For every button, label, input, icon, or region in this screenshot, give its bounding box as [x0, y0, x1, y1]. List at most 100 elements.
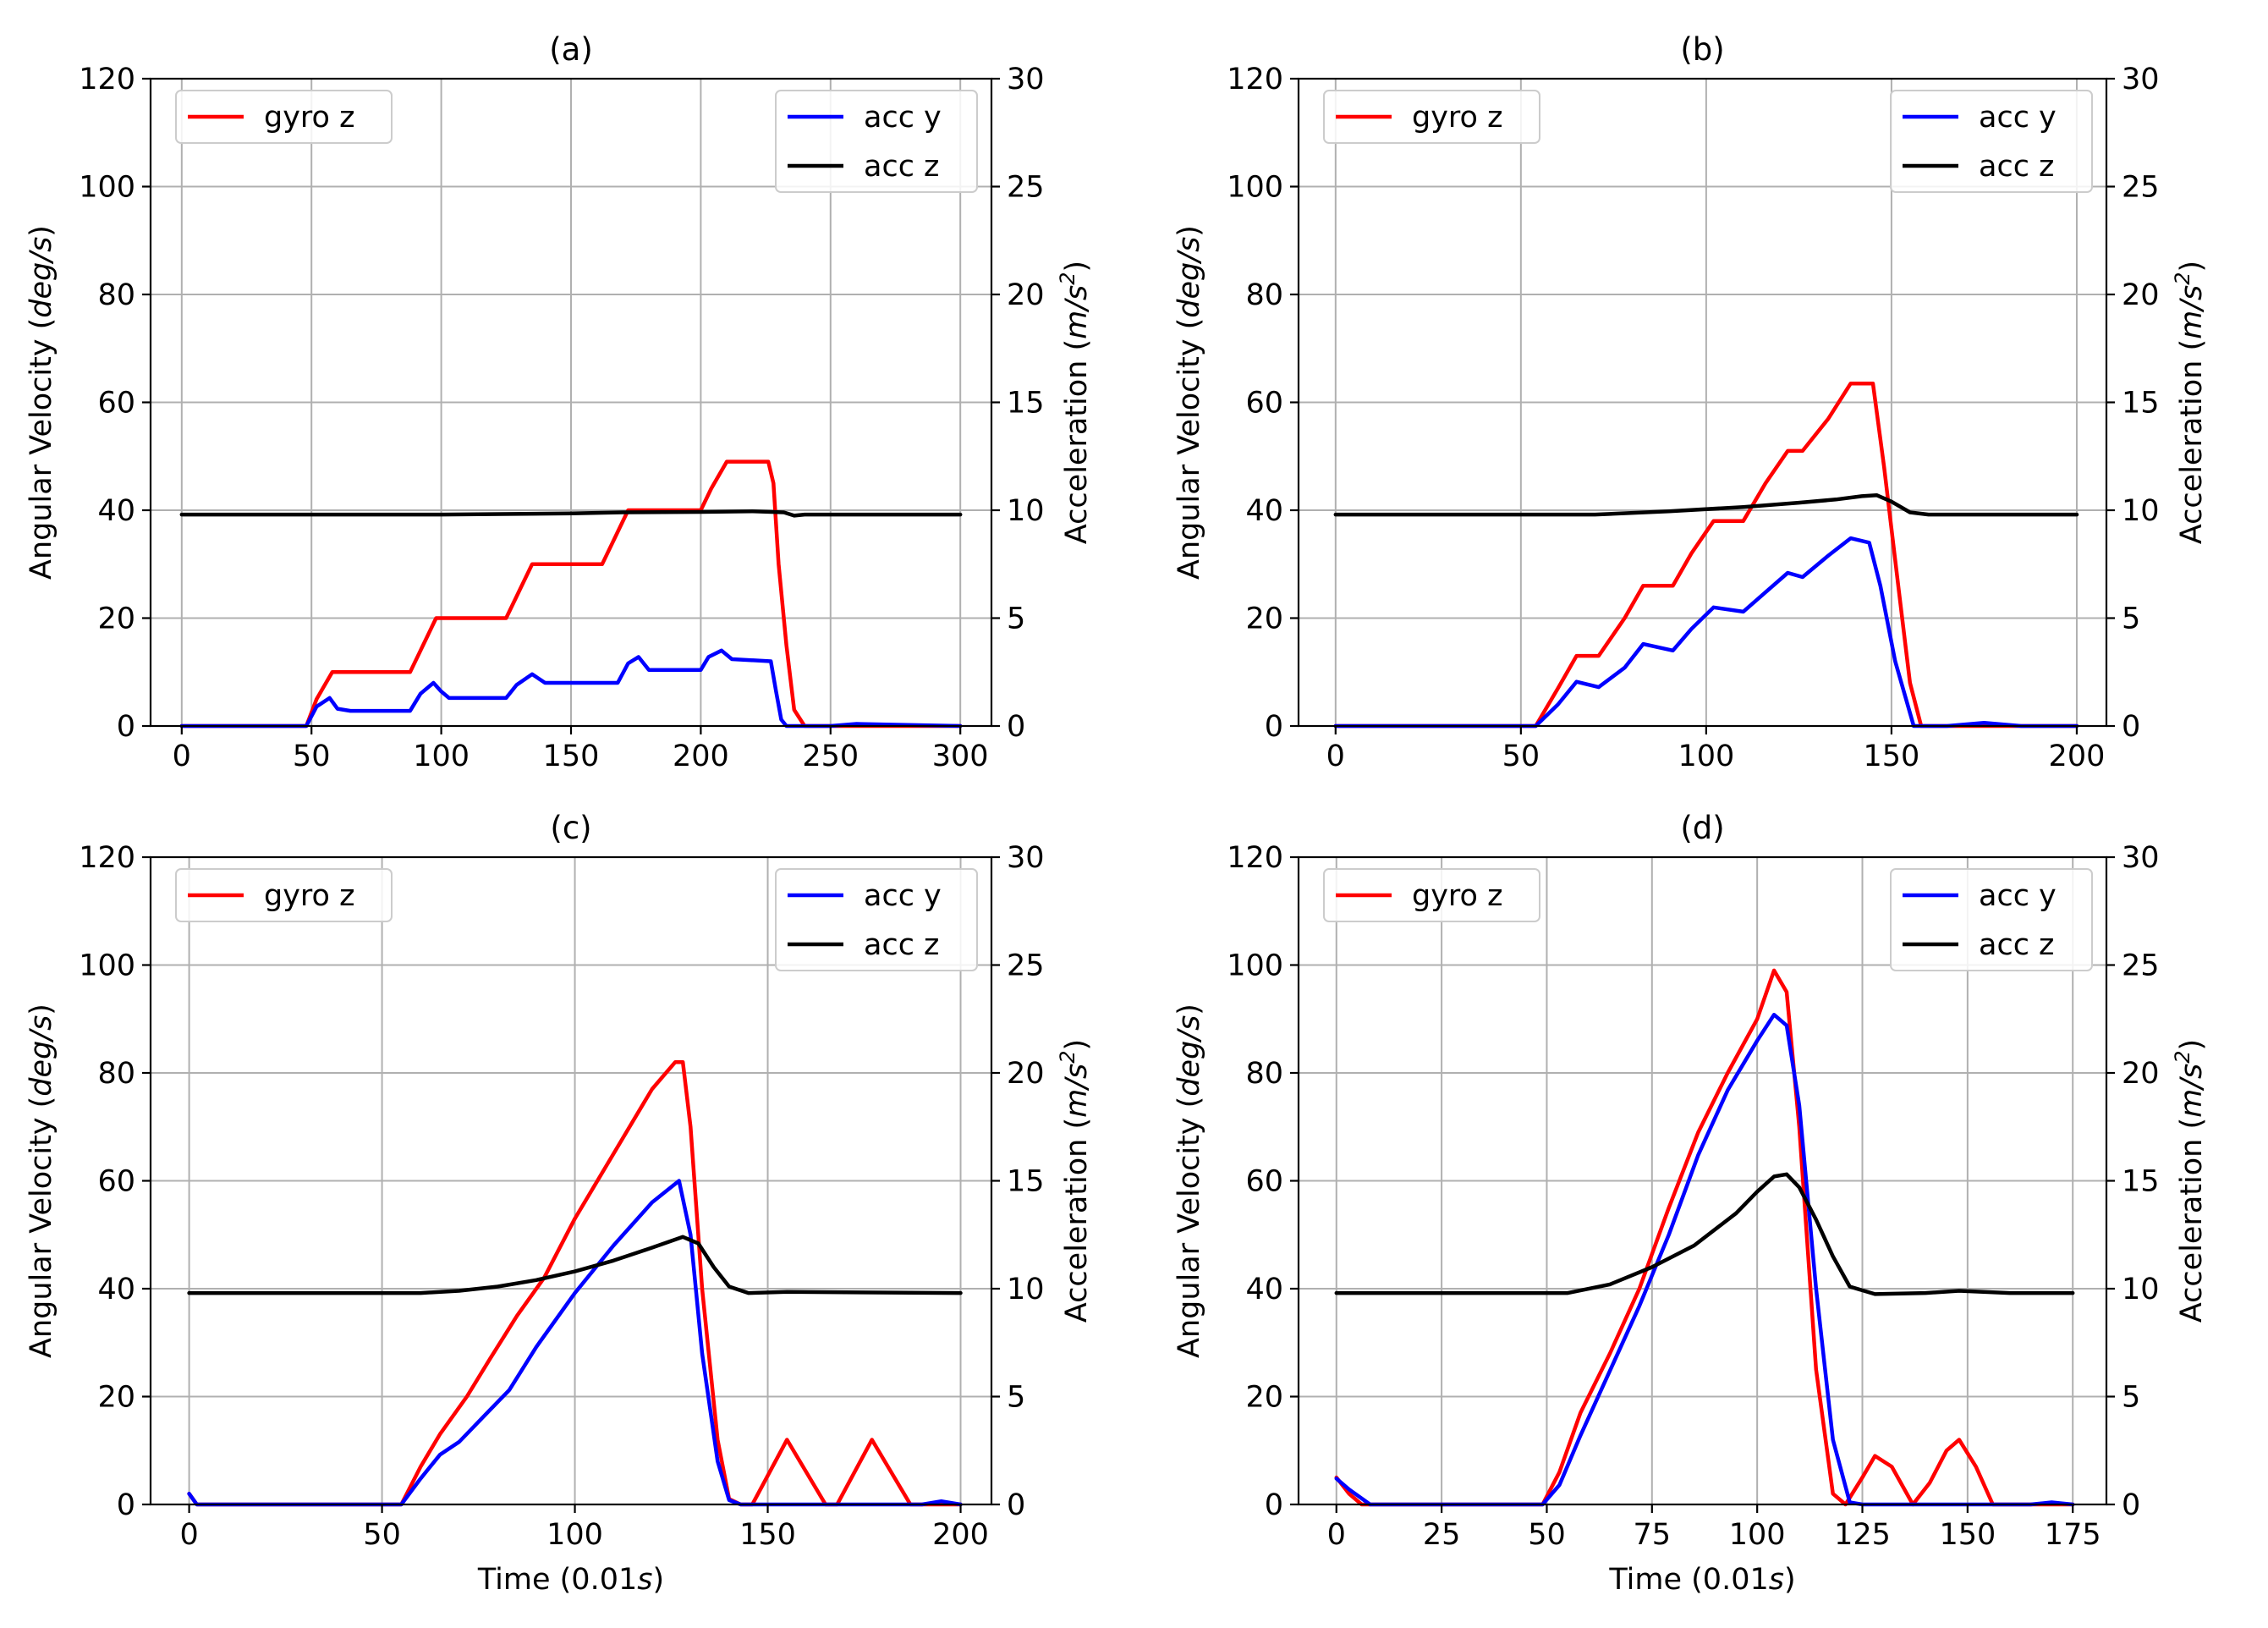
legend-label-acc-z: acc z: [1979, 928, 2054, 962]
x-tick-label: 100: [1678, 740, 1734, 773]
series-group: [179, 459, 963, 729]
x-tick-label: 0: [1327, 1518, 1346, 1552]
y-right-axis-label: Acceleration (m/s2): [2171, 261, 2209, 544]
legend-right: acc y acc z: [775, 90, 978, 193]
x-tick-label: 0: [179, 1518, 198, 1552]
legend-left: gyro z: [175, 90, 393, 144]
y-right-tick-label: 30: [1007, 841, 1045, 875]
y-right-tick-label: 20: [2122, 278, 2160, 312]
y-left-tick-label: 20: [97, 1381, 135, 1415]
y-right-tick-label: 10: [2122, 1273, 2160, 1306]
y-left-tick-label: 100: [79, 949, 135, 983]
x-tick-label: 125: [1834, 1518, 1891, 1552]
legend-label-acc-z: acc z: [864, 928, 939, 962]
y-right-tick-label: 10: [1007, 494, 1045, 528]
y-right-tick-label: 5: [1007, 1381, 1025, 1415]
legend-box: [175, 90, 393, 144]
y-right-tick-label: 15: [2122, 387, 2160, 421]
series-line-gyro-z: [1334, 968, 2075, 1507]
y-right-axis-label: Acceleration (m/s2): [1056, 1039, 1094, 1323]
y-right-tick-label: 20: [1007, 278, 1045, 312]
y-right-tick-label: 20: [1007, 1057, 1045, 1091]
y-right-tick-label: 15: [1007, 387, 1045, 421]
y-left-tick-label: 80: [1245, 278, 1283, 312]
legend-right: acc y acc z: [775, 868, 978, 971]
y-left-tick-label: 120: [79, 63, 135, 96]
x-tick-label: 150: [1939, 1518, 1996, 1552]
y-right-tick-label: 0: [2122, 1488, 2140, 1522]
y-right-tick-label: 0: [2122, 710, 2140, 744]
x-tick-label: 0: [173, 740, 191, 773]
y-right-tick-label: 10: [2122, 494, 2160, 528]
y-left-tick-label: 100: [79, 171, 135, 205]
x-tick-label: 200: [2049, 740, 2106, 773]
x-tick-label: 50: [293, 740, 331, 773]
series-line-acc-z: [1334, 1172, 2075, 1296]
subplot-title: (b): [1680, 31, 1724, 68]
y-right-tick-label: 5: [2122, 602, 2140, 636]
legend-label-gyro-z: gyro z: [264, 101, 354, 135]
y-left-tick-label: 0: [1265, 1488, 1283, 1522]
y-left-axis-label: Angular Velocity (deg/s): [1172, 225, 1206, 580]
legend-label-acc-y: acc y: [864, 101, 942, 135]
y-left-tick-label: 0: [117, 1488, 135, 1522]
y-right-tick-label: 25: [1007, 171, 1045, 205]
y-left-axis-label: Angular Velocity (deg/s): [25, 1004, 58, 1358]
series-group: [187, 1060, 963, 1507]
legend-label-acc-y: acc y: [1979, 879, 2057, 913]
legend-label-acc-z: acc z: [864, 150, 939, 184]
x-tick-label: 50: [1502, 740, 1540, 773]
legend-label-gyro-z: gyro z: [1412, 101, 1502, 135]
series-line-gyro-z: [1333, 381, 2079, 729]
y-left-tick-label: 0: [117, 710, 135, 744]
y-left-tick-label: 120: [79, 841, 135, 875]
y-left-tick-label: 60: [97, 387, 135, 421]
x-tick-label: 200: [673, 740, 729, 773]
y-left-tick-label: 20: [1245, 1381, 1283, 1415]
y-right-tick-label: 0: [1007, 1488, 1025, 1522]
legend-left: gyro z: [1323, 90, 1540, 144]
y-left-tick-label: 100: [1227, 949, 1283, 983]
x-tick-label: 25: [1423, 1518, 1461, 1552]
x-tick-label: 50: [1528, 1518, 1566, 1552]
y-left-tick-label: 60: [1245, 387, 1283, 421]
x-tick-label: 100: [546, 1518, 603, 1552]
y-right-tick-label: 15: [2122, 1165, 2160, 1199]
y-right-axis-label: Acceleration (m/s2): [1056, 261, 1094, 544]
y-left-tick-label: 120: [1227, 841, 1283, 875]
legend-label-acc-y: acc y: [864, 879, 942, 913]
y-left-tick-label: 100: [1227, 171, 1283, 205]
x-tick-label: 250: [802, 740, 859, 773]
x-tick-label: 300: [932, 740, 989, 773]
series-group: [1334, 968, 2075, 1507]
series-line-acc-z: [1333, 492, 2079, 517]
y-left-axis-label: Angular Velocity (deg/s): [1172, 1004, 1206, 1358]
y-right-tick-label: 30: [2122, 63, 2160, 96]
x-tick-label: 175: [2045, 1518, 2101, 1552]
legend-box: [1323, 90, 1540, 144]
x-tick-label: 100: [413, 740, 470, 773]
y-left-tick-label: 80: [1245, 1057, 1283, 1091]
y-right-tick-label: 25: [1007, 949, 1045, 983]
legend-right: acc y acc z: [1890, 868, 2093, 971]
y-left-tick-label: 20: [97, 602, 135, 636]
y-right-tick-label: 25: [2122, 171, 2160, 205]
y-right-axis-label: Acceleration (m/s2): [2171, 1039, 2209, 1323]
y-right-tick-label: 5: [1007, 602, 1025, 636]
y-right-tick-label: 30: [1007, 63, 1045, 96]
y-left-tick-label: 40: [1245, 494, 1283, 528]
legend-box: [175, 868, 393, 922]
legend-label-gyro-z: gyro z: [264, 879, 354, 913]
y-left-tick-label: 40: [1245, 1273, 1283, 1306]
y-left-tick-label: 80: [97, 1057, 135, 1091]
x-axis-label: Time (0.01s): [1608, 1563, 1795, 1597]
y-left-tick-label: 120: [1227, 63, 1283, 96]
y-left-tick-label: 40: [97, 494, 135, 528]
y-right-tick-label: 5: [2122, 1381, 2140, 1415]
series-line-gyro-z: [187, 1060, 963, 1507]
series-line-acc-y: [1334, 1012, 2075, 1507]
subplot-d: 0 25 50 75 100 125 150 175 0 20 40 60 80 100 120 0 5 10 15…: [1172, 810, 2209, 1597]
x-tick-label: 75: [1634, 1518, 1672, 1552]
y-left-tick-label: 20: [1245, 602, 1283, 636]
